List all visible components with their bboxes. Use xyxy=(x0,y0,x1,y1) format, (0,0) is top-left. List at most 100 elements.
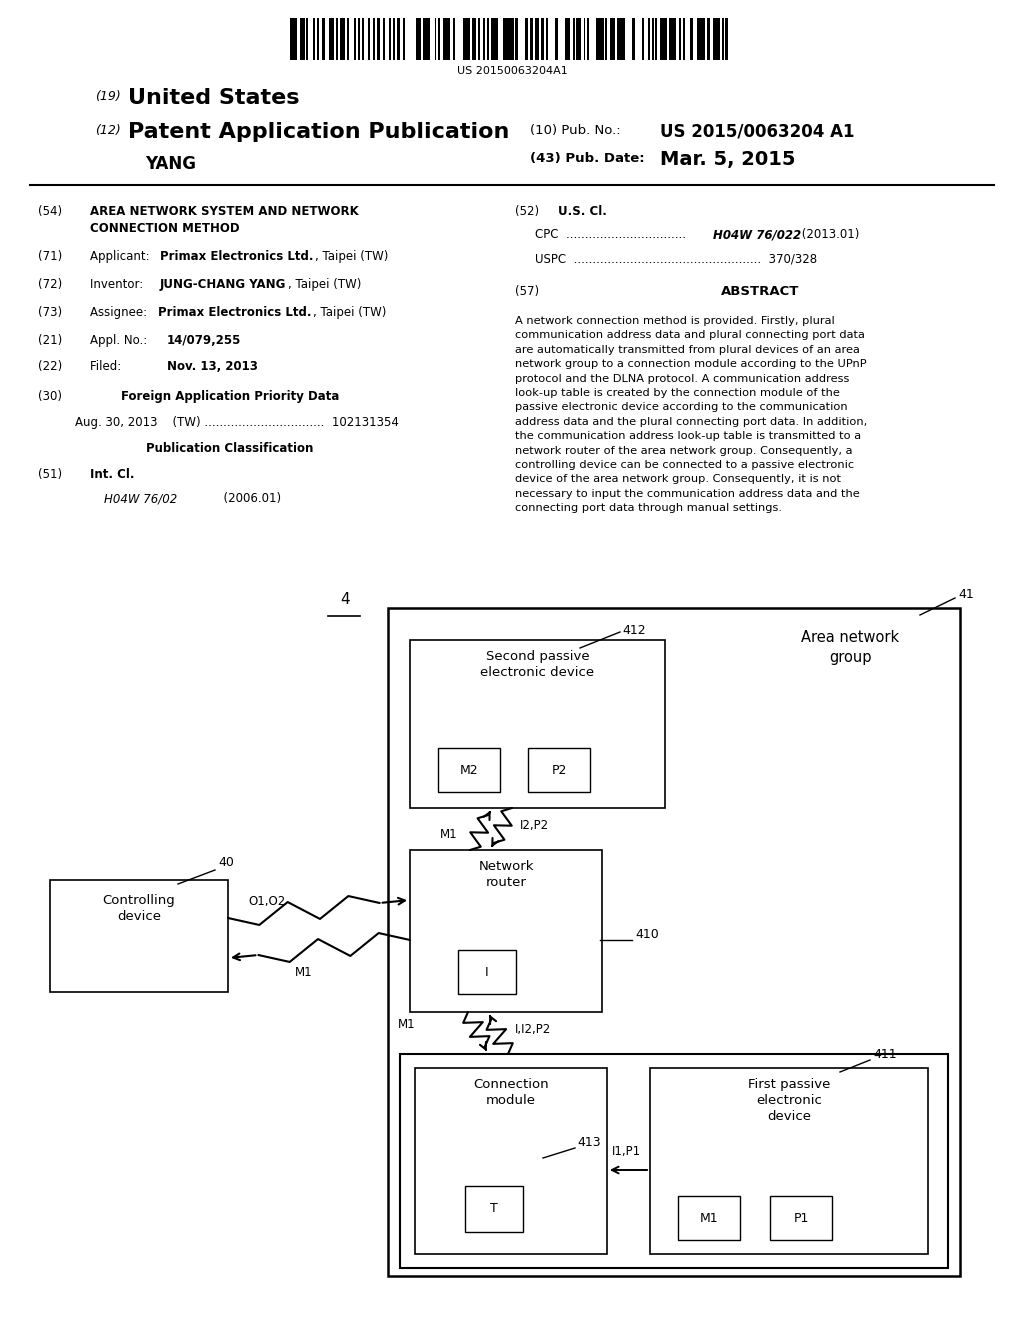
Text: , Taipei (TW): , Taipei (TW) xyxy=(315,249,388,263)
Bar xyxy=(361,18,364,59)
Bar xyxy=(515,18,518,59)
Text: (21): (21) xyxy=(38,334,62,347)
Text: (52): (52) xyxy=(515,205,539,218)
Text: M1: M1 xyxy=(295,966,312,979)
Bar xyxy=(300,18,304,59)
Bar xyxy=(377,18,380,59)
Text: Second passive
electronic device: Second passive electronic device xyxy=(480,649,595,678)
Bar xyxy=(389,18,391,59)
Bar xyxy=(713,18,720,59)
Text: 14/079,255: 14/079,255 xyxy=(167,334,242,347)
Text: 412: 412 xyxy=(622,624,645,638)
Bar xyxy=(503,18,514,59)
Bar xyxy=(438,18,440,59)
Text: U.S. Cl.: U.S. Cl. xyxy=(558,205,607,218)
Bar xyxy=(434,18,436,59)
Bar xyxy=(642,18,644,59)
Text: (73): (73) xyxy=(38,306,62,319)
Text: (43) Pub. Date:: (43) Pub. Date: xyxy=(530,152,645,165)
Bar xyxy=(708,18,710,59)
Bar xyxy=(596,18,603,59)
Bar xyxy=(415,1068,607,1254)
Text: (57): (57) xyxy=(515,285,539,298)
Bar xyxy=(490,18,499,59)
Bar xyxy=(547,18,548,59)
Bar xyxy=(572,18,574,59)
Bar xyxy=(678,1196,740,1239)
Bar xyxy=(652,18,653,59)
Text: A network connection method is provided. Firstly, plural
communication address d: A network connection method is provided.… xyxy=(515,315,867,513)
Bar xyxy=(383,18,385,59)
Bar xyxy=(588,18,589,59)
Text: (22): (22) xyxy=(38,360,62,374)
Text: P1: P1 xyxy=(794,1212,809,1225)
Text: 410: 410 xyxy=(635,928,658,940)
Bar xyxy=(417,18,421,59)
Text: Applicant:: Applicant: xyxy=(90,249,157,263)
Text: H04W 76/02: H04W 76/02 xyxy=(104,492,177,506)
Text: Publication Classification: Publication Classification xyxy=(146,442,313,455)
Bar xyxy=(442,18,450,59)
Text: Aug. 30, 2013    (TW) ................................  102131354: Aug. 30, 2013 (TW) .....................… xyxy=(75,416,399,429)
Bar xyxy=(397,18,400,59)
Text: USPC  ..................................................  370/328: USPC ...................................… xyxy=(535,252,817,265)
Bar xyxy=(458,950,516,994)
Text: (72): (72) xyxy=(38,279,62,290)
Bar xyxy=(683,18,685,59)
Bar xyxy=(336,18,338,59)
Bar xyxy=(655,18,657,59)
Text: (12): (12) xyxy=(95,124,121,137)
Bar xyxy=(329,18,334,59)
Text: I,I2,P2: I,I2,P2 xyxy=(515,1023,551,1036)
Bar xyxy=(577,18,581,59)
Bar xyxy=(541,18,544,59)
Text: (19): (19) xyxy=(95,90,121,103)
Bar xyxy=(50,880,228,993)
Text: P2: P2 xyxy=(551,763,566,776)
Bar xyxy=(312,18,314,59)
Bar xyxy=(690,18,692,59)
Bar xyxy=(369,18,370,59)
Bar xyxy=(410,850,602,1012)
Text: (30): (30) xyxy=(38,389,62,403)
Text: Area network
group: Area network group xyxy=(801,630,899,665)
Text: US 20150063204A1: US 20150063204A1 xyxy=(457,66,567,77)
Text: AREA NETWORK SYSTEM AND NETWORK
CONNECTION METHOD: AREA NETWORK SYSTEM AND NETWORK CONNECTI… xyxy=(90,205,358,235)
Text: Primax Electronics Ltd.: Primax Electronics Ltd. xyxy=(160,249,313,263)
Text: (71): (71) xyxy=(38,249,62,263)
Text: I: I xyxy=(485,965,488,978)
Bar xyxy=(605,18,607,59)
Bar xyxy=(679,18,681,59)
Text: 4: 4 xyxy=(340,591,350,607)
Bar xyxy=(388,609,961,1276)
Bar xyxy=(487,18,489,59)
Text: (54): (54) xyxy=(38,205,62,218)
Text: (2006.01): (2006.01) xyxy=(186,492,282,506)
Bar xyxy=(400,1053,948,1269)
Bar xyxy=(770,1196,831,1239)
Bar xyxy=(438,748,500,792)
Text: M1: M1 xyxy=(699,1212,718,1225)
Bar xyxy=(669,18,677,59)
Text: 413: 413 xyxy=(577,1135,601,1148)
Bar xyxy=(423,18,430,59)
Text: Primax Electronics Ltd.: Primax Electronics Ltd. xyxy=(158,306,311,319)
Bar xyxy=(317,18,319,59)
Text: O1,O2: O1,O2 xyxy=(248,895,286,908)
Bar xyxy=(565,18,570,59)
Text: US 2015/0063204 A1: US 2015/0063204 A1 xyxy=(660,121,854,140)
Bar xyxy=(306,18,308,59)
Text: Filed:: Filed: xyxy=(90,360,152,374)
Bar xyxy=(525,18,528,59)
Bar xyxy=(340,18,344,59)
Text: Appl. No.:: Appl. No.: xyxy=(90,334,151,347)
Text: 411: 411 xyxy=(873,1048,897,1060)
Bar xyxy=(453,18,456,59)
Bar xyxy=(402,18,406,59)
Text: JUNG-CHANG YANG: JUNG-CHANG YANG xyxy=(160,279,287,290)
Text: I2,P2: I2,P2 xyxy=(520,818,549,832)
Text: I1,P1: I1,P1 xyxy=(612,1144,641,1158)
Text: (2013.01): (2013.01) xyxy=(798,228,859,242)
Text: M1: M1 xyxy=(440,828,458,841)
Text: T: T xyxy=(490,1203,498,1216)
